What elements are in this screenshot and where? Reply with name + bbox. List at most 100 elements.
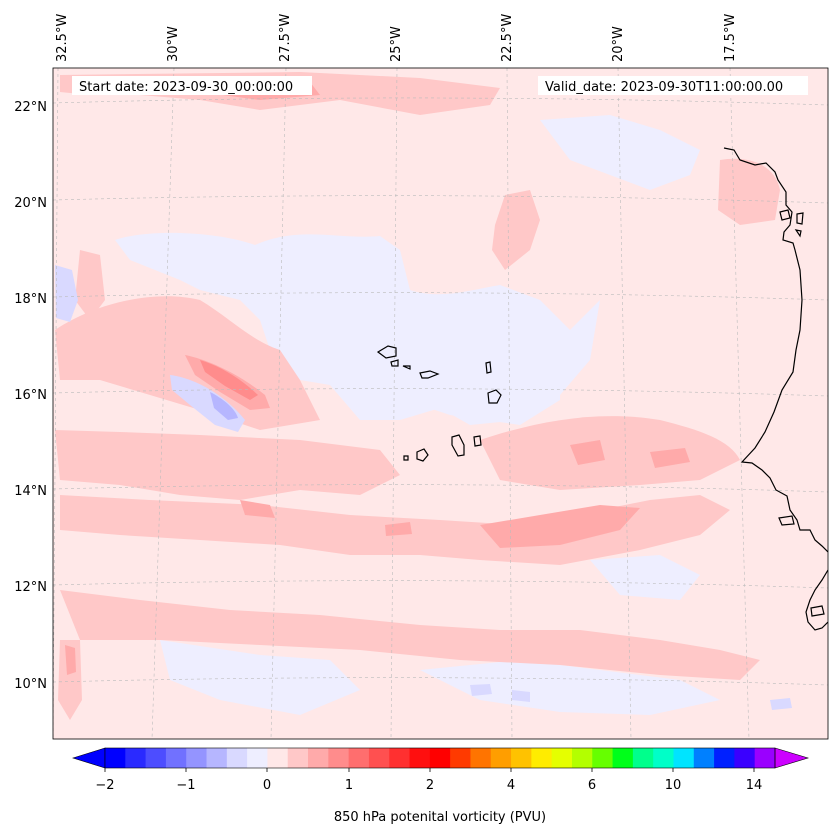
negative-pv-region [400,345,560,425]
graticule [53,68,828,739]
positive-pv-core [385,522,412,536]
african-coastline [723,147,828,553]
island-sal [485,361,492,374]
negative-pv-region [160,640,360,715]
colorbar-over-arrow [774,747,810,769]
colorbar-cell [105,748,126,768]
colorbar-cell [409,748,431,768]
coastal-islets [779,209,791,221]
colorbar-under-arrow [71,747,106,769]
colorbar-cell [632,748,654,768]
positive-pv-core [570,440,605,465]
start-date-box [72,76,312,95]
negative-pv-core [770,698,792,710]
colorbar-cell [490,748,512,768]
lon-label: 22.5°W [500,14,515,62]
colorbar-tick-label: 10 [665,778,682,793]
colorbar-cell [653,748,674,768]
colorbar-cell [734,748,756,768]
colorbar-cell [714,748,735,768]
colorbar-label: 850 hPa potenital vorticity (PVU) [334,810,546,825]
negative-pv-region [420,660,720,715]
island-fogo [416,448,429,462]
colorbar-cell [348,748,370,768]
island-sao-nicolau [419,370,440,379]
lat-label: 16°N [14,388,47,403]
positive-pv-core [65,645,76,675]
colorbar-cell [470,748,492,768]
colorbar-cell [247,748,268,768]
colorbar-cells [105,748,776,768]
positive-pv-band [58,640,82,720]
colorbar-cell [592,748,614,768]
lat-label: 22°N [14,100,47,115]
lat-label: 12°N [14,580,47,595]
colorbar-tick-labels: −2 −1 0 1 2 4 6 10 14 [95,778,762,793]
island-boa-vista [487,389,502,404]
coastal-islets [794,229,802,238]
positive-pv-band [60,590,760,680]
negative-pv-region [540,115,700,190]
positive-pv-core [650,448,690,468]
positive-pv-core [240,500,275,518]
negative-pv-core [512,690,530,702]
colorbar-tick-label: −1 [176,778,195,793]
lat-label: 14°N [14,484,47,499]
colorbar-cell [450,748,471,768]
island-santo-antao [376,345,397,359]
latitude-labels: 22°N 20°N 18°N 16°N 14°N 12°N 10°N [14,100,47,692]
african-coastline-south [805,569,828,631]
colorbar-tick-label: 4 [507,778,515,793]
colorbar-tick-label: 6 [588,778,596,793]
colorbar-cell [328,748,350,768]
island-santiago [451,434,465,457]
colorbar-tick-label: 2 [426,778,434,793]
colorbar-cell [531,748,553,768]
negative-pv-region [590,555,700,600]
colorbar-cell [429,748,451,768]
colorbar-cell [267,748,289,768]
colorbar-cell [186,748,208,768]
negative-pv-core [55,265,78,322]
colorbar-cell [308,748,329,768]
colorbar-cell [673,748,695,768]
colorbar-tick-label: −2 [95,778,114,793]
colorbar-cell [368,748,390,768]
colorbar-tick-label: 0 [263,778,271,793]
colorbar-cell [206,748,228,768]
valid-date-label: Valid_date: 2023-09-30T11:00:00.00 [545,80,783,95]
lon-label: 32.5°W [55,14,70,62]
lon-label: 17.5°W [723,14,738,62]
negative-pv-core [210,392,238,420]
colorbar-cell [389,748,411,768]
lat-label: 10°N [14,677,47,692]
colorbar-cell [754,748,776,768]
colorbar-cell [511,748,532,768]
colorbar-cell [226,748,248,768]
lon-label: 25°W [389,26,404,62]
lat-label: 20°N [14,196,47,211]
island-sao-vicente [390,359,399,367]
positive-pv-band [492,190,540,270]
lat-label: 18°N [14,292,47,307]
positive-pv-band [75,250,105,320]
coastal-islets [796,212,804,225]
colorbar-cell [165,748,187,768]
valid-date-box [538,76,808,95]
colorbar-cell [693,748,715,768]
colorbar-cell [551,748,573,768]
coastal-islets [778,515,795,526]
coastlines [376,147,828,631]
colorbar-cell [612,748,634,768]
coastal-islets [810,605,825,617]
positive-pv-band [480,416,740,490]
colorbar: −2 −1 0 1 2 4 6 10 14 850 hPa potenital … [71,747,810,825]
pv-field [55,72,792,720]
colorbar-cell [287,748,309,768]
island-maio [473,435,482,447]
lon-label: 30°W [166,26,181,62]
colorbar-tick-label: 1 [345,778,353,793]
positive-pv-core [480,505,640,548]
colorbar-cell [145,748,167,768]
